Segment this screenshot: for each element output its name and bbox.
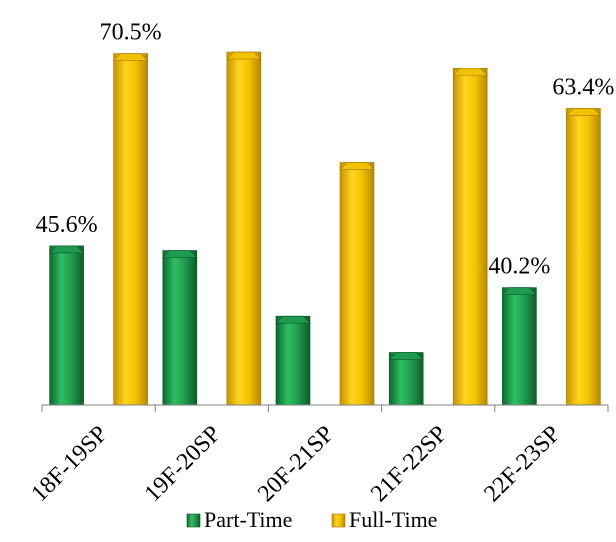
bar	[565, 108, 602, 406]
bar	[339, 162, 375, 406]
bar	[452, 67, 488, 406]
legend-swatch	[186, 513, 201, 528]
data-label: 70.5%	[100, 20, 162, 46]
data-label: 63.4%	[552, 74, 614, 100]
bar	[48, 245, 85, 406]
legend-label: Part-Time	[204, 507, 292, 532]
x-tick-label: 19F-20SP	[140, 421, 226, 507]
bar	[112, 53, 149, 406]
data-label: 45.6%	[36, 212, 98, 238]
bar	[275, 315, 311, 406]
x-tick-label: 18F-19SP	[27, 421, 113, 507]
x-tick-label: 22F-23SP	[479, 421, 565, 507]
x-tick-label: 21F-22SP	[366, 421, 452, 507]
bar	[162, 250, 198, 406]
bar	[501, 287, 538, 406]
legend-item: Full-Time	[331, 507, 437, 532]
legend-item: Part-Time	[186, 507, 292, 532]
legend-label: Full-Time	[349, 507, 437, 532]
legend-swatch	[331, 513, 346, 528]
data-label: 40.2%	[488, 254, 550, 280]
bar	[388, 352, 424, 406]
x-tick-label: 20F-21SP	[253, 421, 339, 507]
bar	[226, 51, 262, 406]
